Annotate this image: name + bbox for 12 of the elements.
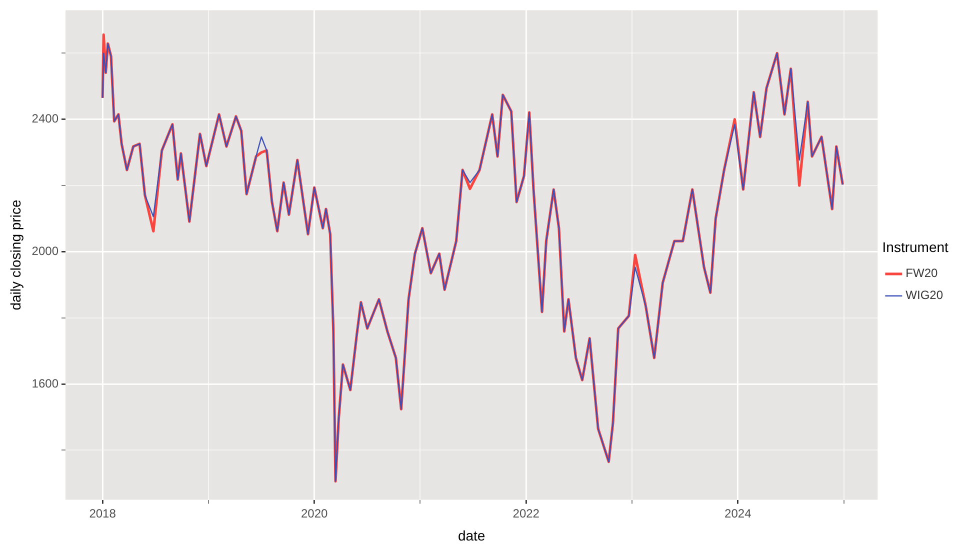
y-tick-label: 2000 <box>32 244 59 258</box>
x-tick-label: 2018 <box>89 506 116 520</box>
y-axis-title: daily closing price <box>7 200 24 310</box>
x-tick-label: 2022 <box>512 506 540 520</box>
y-tick-label: 1600 <box>32 376 59 390</box>
x-axis-title: date <box>458 527 486 544</box>
legend-label: FW20 <box>906 266 938 280</box>
y-tick-label: 2400 <box>32 112 59 126</box>
x-tick-label: 2024 <box>724 506 752 520</box>
legend-title: Instrument <box>882 238 949 255</box>
legend-label: WIG20 <box>906 288 944 302</box>
x-tick-label: 2020 <box>300 506 328 520</box>
